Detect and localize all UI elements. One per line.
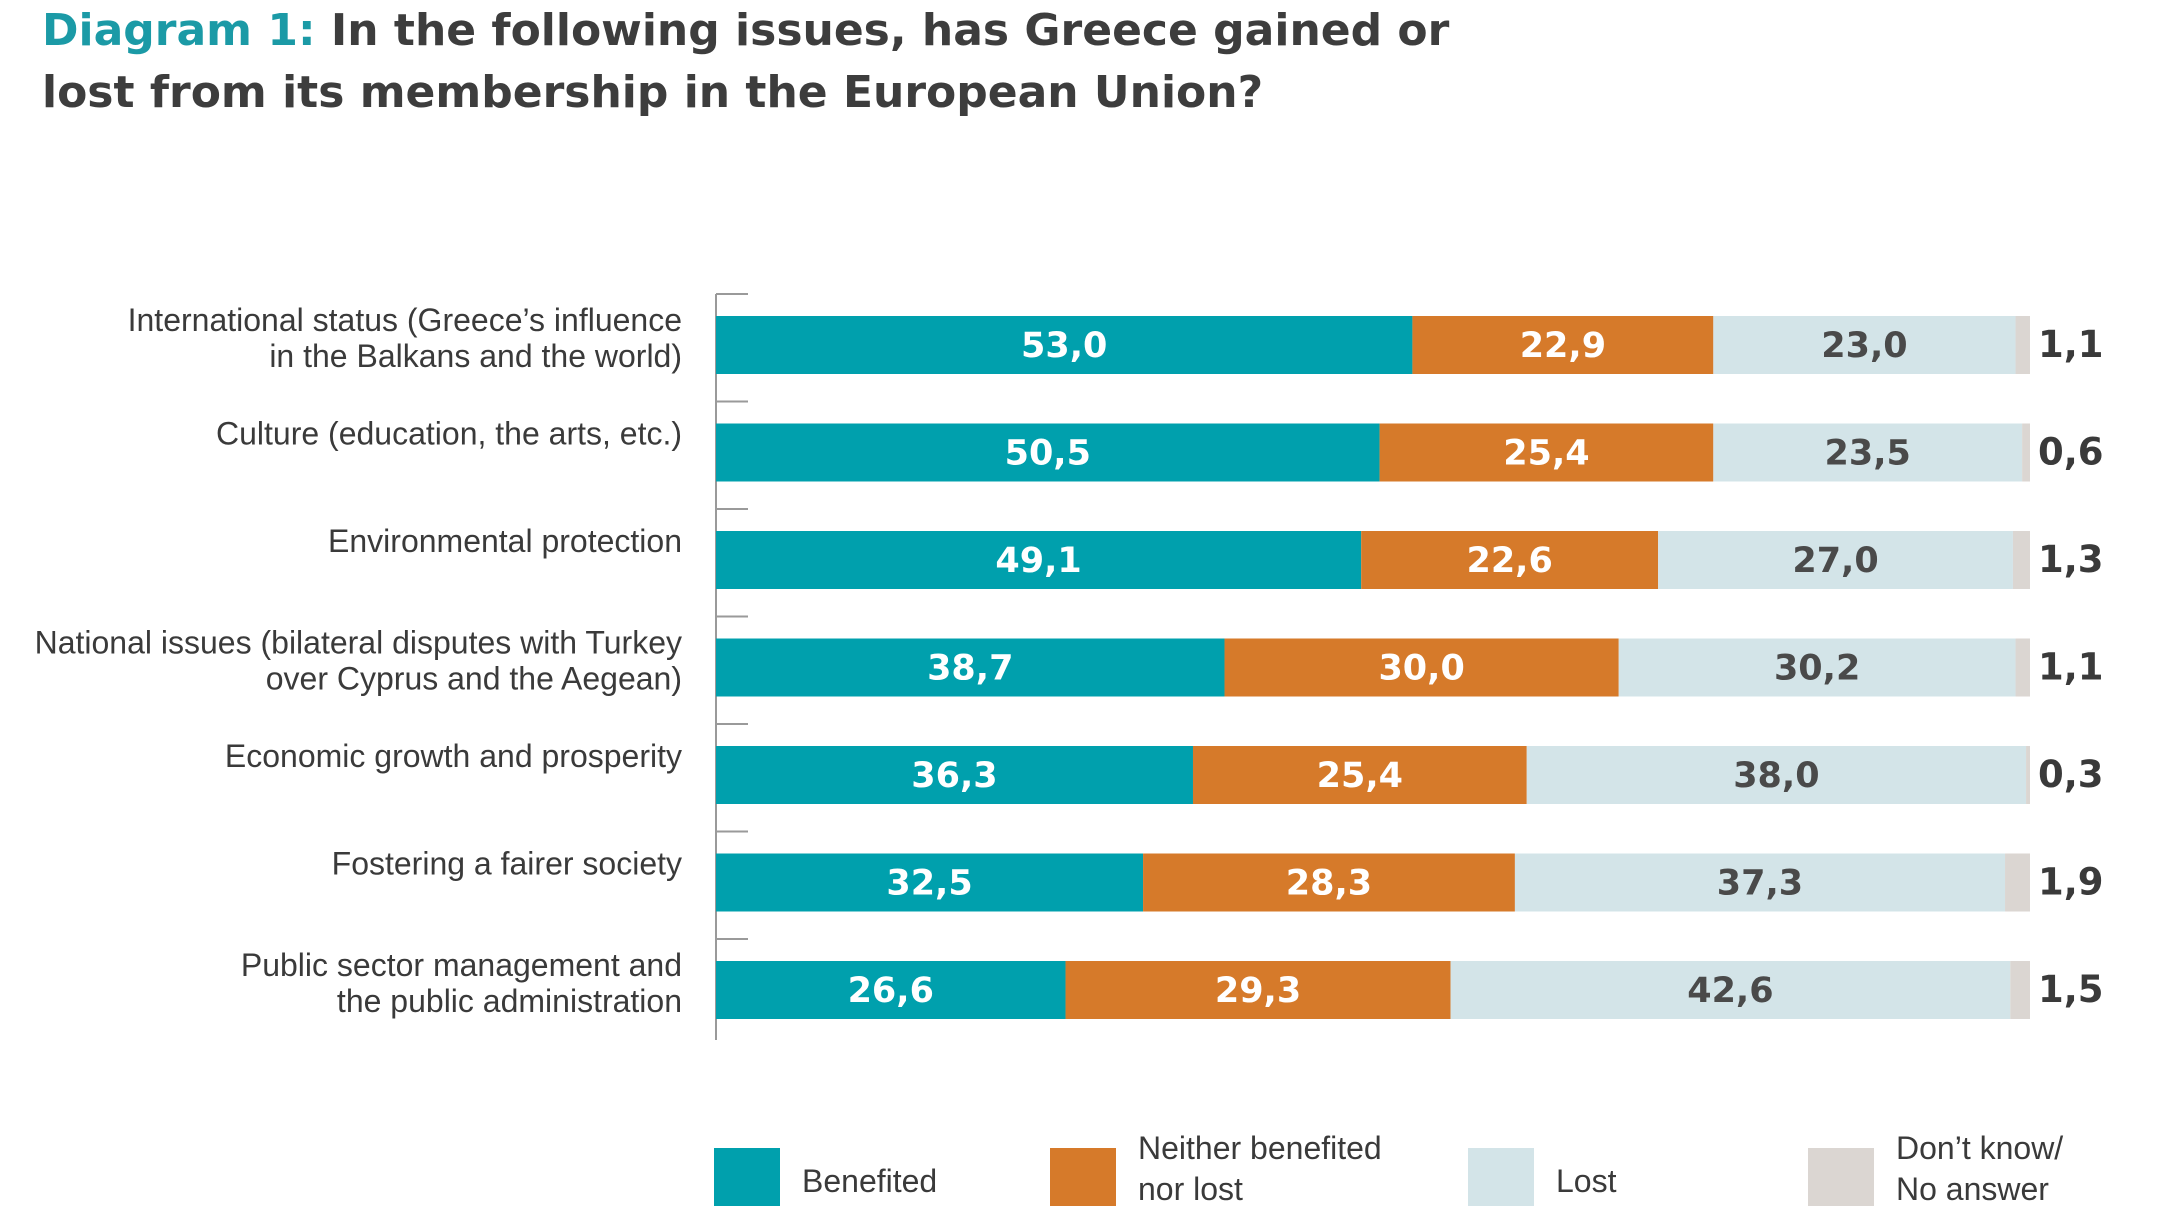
- data-label: 38,0: [1733, 756, 1819, 796]
- category-label: Culture (education, the arts, etc.): [216, 416, 682, 452]
- bar-segment: [716, 746, 1193, 804]
- bar-segment: [716, 423, 1380, 482]
- data-label-outside: 0,6: [2038, 431, 2104, 474]
- legend-swatch: [1808, 1148, 1874, 1206]
- bar-segment: [1224, 638, 1619, 697]
- data-label: 49,1: [995, 541, 1081, 581]
- bar-segment: [1514, 853, 2006, 912]
- data-label: 22,9: [1520, 326, 1606, 366]
- bar-segment: [1658, 531, 2013, 589]
- chart-title-prefix: Diagram 1:: [42, 5, 316, 56]
- data-label: 30,0: [1378, 649, 1464, 689]
- data-label: 37,3: [1717, 864, 1803, 904]
- legend-label: nor lost: [1138, 1171, 1243, 1206]
- data-label-outside: 1,9: [2038, 861, 2104, 904]
- category-label: International status (Greece’s influence: [128, 302, 682, 338]
- bar-segment: [2015, 638, 2030, 697]
- bar-segment: [716, 638, 1225, 697]
- data-label: 30,2: [1774, 649, 1860, 689]
- data-label: 36,3: [911, 756, 997, 796]
- legend-label: Don’t know/: [1896, 1130, 2063, 1166]
- legend-label: No answer: [1896, 1171, 2049, 1206]
- data-label: 23,5: [1825, 434, 1911, 474]
- bar-segment: [1618, 638, 2016, 697]
- category-label: Fostering a fairer society: [332, 846, 682, 882]
- data-label: 25,4: [1317, 756, 1403, 796]
- bar-segment: [1065, 961, 1451, 1019]
- data-label: 38,7: [927, 649, 1013, 689]
- bars-layer: 53,0 22,9 23,0 1,1 50,5 25,4 23,5 0,6 49,1 22,6 27…: [716, 316, 2104, 1019]
- category-label: Environmental protection: [328, 523, 682, 559]
- bar-segment: [1713, 423, 2023, 482]
- data-label-outside: 1,5: [2038, 968, 2104, 1011]
- data-label: 22,6: [1466, 541, 1552, 581]
- category-label: National issues (bilateral disputes with…: [35, 625, 682, 661]
- data-label: 23,0: [1821, 326, 1907, 366]
- legend-swatch: [714, 1148, 780, 1206]
- bar-segment: [1412, 316, 1714, 374]
- legend-label: Lost: [1556, 1163, 1617, 1199]
- bar-segment: [2005, 853, 2030, 912]
- data-label: 50,5: [1005, 434, 1091, 474]
- bar-segment: [716, 961, 1066, 1019]
- data-label-outside: 1,3: [2038, 538, 2104, 581]
- data-label: 27,0: [1792, 541, 1878, 581]
- data-label-outside: 1,1: [2038, 646, 2104, 689]
- data-label: 25,4: [1503, 434, 1589, 474]
- category-label: in the Balkans and the world): [269, 338, 682, 374]
- bar-segment: [2010, 961, 2030, 1019]
- bar-segment: [716, 853, 1144, 912]
- category-label: Public sector management and: [241, 947, 682, 983]
- chart-title: Diagram 1: In the following issues, has …: [42, 0, 1542, 124]
- data-label: 28,3: [1286, 864, 1372, 904]
- data-label: 32,5: [886, 864, 972, 904]
- data-label: 42,6: [1687, 971, 1773, 1011]
- bar-segment: [1713, 316, 2016, 374]
- data-label-outside: 0,3: [2038, 753, 2104, 796]
- bar-segment: [1379, 423, 1714, 482]
- data-label-outside: 1,1: [2038, 323, 2104, 366]
- chart-title-text: In the following issues, has Greece gain…: [42, 5, 1450, 118]
- bar-segment: [2022, 423, 2030, 482]
- bar-segment: [2012, 531, 2030, 589]
- bar-segment: [1143, 853, 1515, 912]
- data-label: 26,6: [848, 971, 934, 1011]
- legend: Benefited Neither benefited nor lost Lost Do…: [714, 1130, 2063, 1206]
- bar-segment: [1192, 746, 1527, 804]
- data-label: 53,0: [1021, 326, 1107, 366]
- data-label: 29,3: [1215, 971, 1301, 1011]
- bar-segment: [2015, 316, 2030, 374]
- legend-swatch: [1050, 1148, 1116, 1206]
- category-label: the public administration: [337, 983, 682, 1019]
- bar-segment: [716, 316, 1413, 374]
- category-label: over Cyprus and the Aegean): [266, 661, 682, 697]
- bar-segment: [2026, 746, 2030, 804]
- legend-swatch: [1468, 1148, 1534, 1206]
- legend-label: Benefited: [802, 1163, 937, 1199]
- bar-segment: [1361, 531, 1659, 589]
- bar-segment: [1526, 746, 2027, 804]
- bar-segment: [716, 531, 1362, 589]
- legend-label: Neither benefited: [1138, 1130, 1382, 1166]
- bar-segment: [1450, 961, 2011, 1019]
- category-labels-layer: International status (Greece’s influence…: [35, 302, 682, 1019]
- category-label: Economic growth and prosperity: [225, 738, 682, 774]
